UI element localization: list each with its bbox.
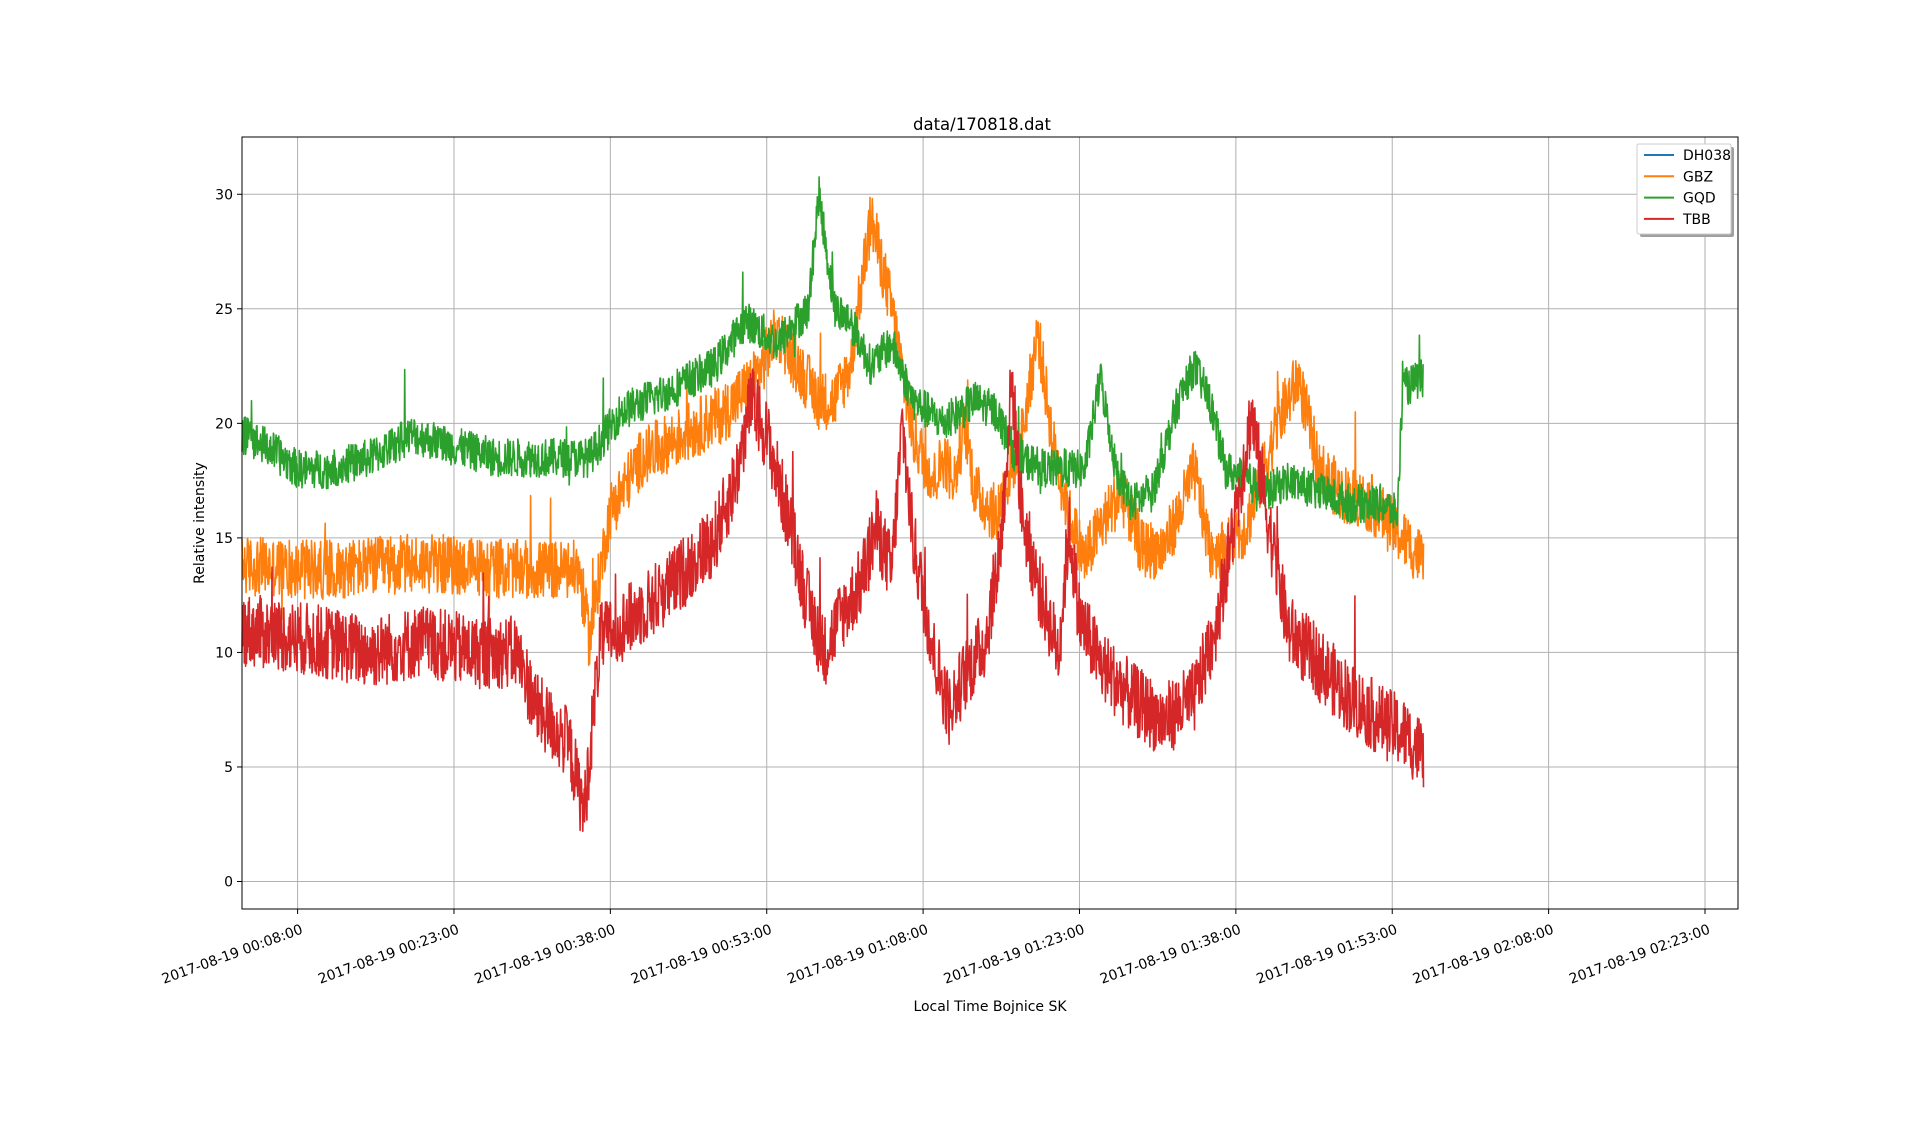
x-tick-label: 2017-08-19 02:23:00: [1567, 922, 1712, 988]
legend-entry: GBZ: [1683, 169, 1713, 185]
y-tick-label: 5: [224, 760, 233, 776]
x-tick-label: 2017-08-19 01:08:00: [785, 922, 930, 988]
x-tick-label: 2017-08-19 01:53:00: [1254, 922, 1399, 988]
x-tick-label: 2017-08-19 01:38:00: [1098, 922, 1243, 988]
y-tick-label: 20: [215, 416, 233, 432]
plot-frame: [241, 136, 1739, 910]
y-axis: 0 5 10 15 20 25 30: [215, 187, 242, 891]
series-line-tbb: [241, 368, 1425, 832]
x-axis: 2017-08-19 00:08:00 2017-08-19 00:23:00 20…: [160, 909, 1712, 988]
series-layer: [241, 176, 1425, 832]
legend-entry: DH038: [1683, 148, 1731, 164]
y-tick-label: 25: [215, 302, 233, 318]
y-axis-label: Relative intensity: [192, 462, 208, 584]
x-tick-label: 2017-08-19 00:38:00: [473, 922, 618, 988]
x-tick-label: 2017-08-19 01:23:00: [942, 922, 1087, 988]
x-tick-label: 2017-08-19 00:08:00: [160, 922, 305, 988]
x-tick-label: 2017-08-19 02:08:00: [1411, 922, 1556, 988]
chart-title: data/170818.dat: [913, 115, 1052, 134]
y-tick-label: 30: [215, 187, 233, 203]
x-tick-label: 2017-08-19 00:53:00: [629, 922, 774, 988]
y-tick-label: 0: [224, 875, 233, 891]
y-tick-label: 10: [215, 645, 233, 661]
legend: DH038 GBZ GQD TBB: [1636, 143, 1734, 237]
legend-box: [1636, 143, 1732, 235]
series-line-gqd: [241, 176, 1425, 529]
legend-entry: TBB: [1682, 212, 1711, 228]
x-tick-label: 2017-08-19 00:23:00: [316, 922, 461, 988]
x-axis-label: Local Time Bojnice SK: [913, 999, 1067, 1015]
y-tick-label: 15: [215, 531, 233, 547]
legend-entry: GQD: [1683, 191, 1716, 207]
